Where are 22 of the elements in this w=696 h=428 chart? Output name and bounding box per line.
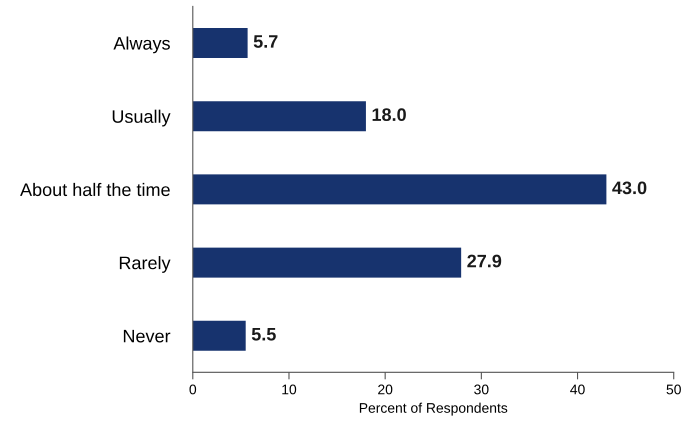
bar xyxy=(192,174,606,204)
bar xyxy=(192,101,366,132)
data-label: 27.9 xyxy=(467,254,502,268)
y-tick-label: About half the time xyxy=(20,182,170,196)
x-tick-label: 20 xyxy=(378,384,392,394)
x-tick-label: 10 xyxy=(282,384,296,394)
bar xyxy=(192,248,462,278)
data-label: 18.0 xyxy=(372,108,406,122)
data-label: 43.0 xyxy=(612,181,646,194)
y-tick-label: Never xyxy=(124,330,170,342)
bar xyxy=(192,28,248,58)
x-tick-label: 50 xyxy=(666,384,681,394)
x-tick-label: 0 xyxy=(189,384,196,394)
data-label: 5.5 xyxy=(252,328,276,341)
y-tick-label: Rarely xyxy=(120,256,171,273)
x-tick-label: 40 xyxy=(570,384,585,394)
y-tick-label: Usually xyxy=(112,110,171,126)
x-axis-title: Percent of Respondents xyxy=(360,402,508,416)
y-tick-label: Always xyxy=(113,36,170,54)
x-tick-label: 30 xyxy=(474,384,489,394)
bar xyxy=(192,320,246,351)
data-label: 5.7 xyxy=(254,35,278,48)
